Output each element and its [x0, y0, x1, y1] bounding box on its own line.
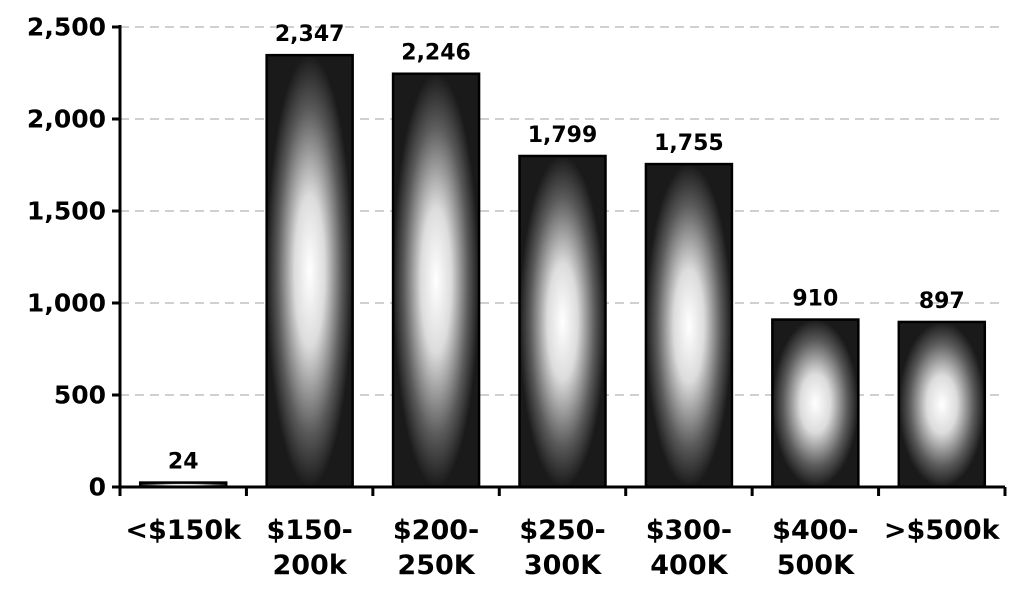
data-label: 910	[792, 287, 838, 312]
data-label: 1,799	[528, 123, 598, 148]
bars	[138, 53, 987, 489]
x-tick-label: $150-	[266, 515, 352, 546]
y-tick-label: 2,000	[27, 105, 106, 134]
x-tick-label: 500K	[777, 550, 855, 581]
y-tick-label: 500	[54, 381, 106, 410]
bar	[518, 154, 607, 489]
bar	[771, 318, 860, 489]
bar	[897, 320, 987, 489]
labels: 0 500 1,000 1,500 2,000 2,500 24 <$150k 2,347 $15…	[27, 13, 1001, 582]
axes	[112, 25, 1007, 496]
x-tick-label: 200k	[272, 550, 347, 581]
data-label: 897	[919, 289, 965, 314]
bar	[265, 53, 354, 489]
data-label: 24	[168, 450, 199, 475]
x-tick-label: $200-	[393, 515, 479, 546]
bar	[644, 162, 734, 489]
x-tick-label: 250K	[397, 550, 475, 581]
y-tick-label: 2,500	[27, 13, 106, 42]
x-tick-label: 400K	[650, 550, 728, 581]
x-tick-label: 300K	[524, 550, 602, 581]
x-tick-label: >$500k	[884, 515, 1001, 546]
y-tick-label: 1,500	[27, 197, 106, 226]
x-tick-label: $300-	[646, 515, 732, 546]
x-tick-label: <$150k	[125, 515, 242, 546]
x-tick-label: $250-	[519, 515, 605, 546]
data-label: 2,246	[401, 41, 471, 66]
data-label: 2,347	[275, 22, 345, 47]
y-tick-label: 1,000	[27, 289, 106, 318]
bar	[391, 72, 481, 489]
y-tick-label: 0	[89, 473, 106, 502]
data-label: 1,755	[654, 131, 724, 156]
x-tick-label: $400-	[772, 515, 858, 546]
